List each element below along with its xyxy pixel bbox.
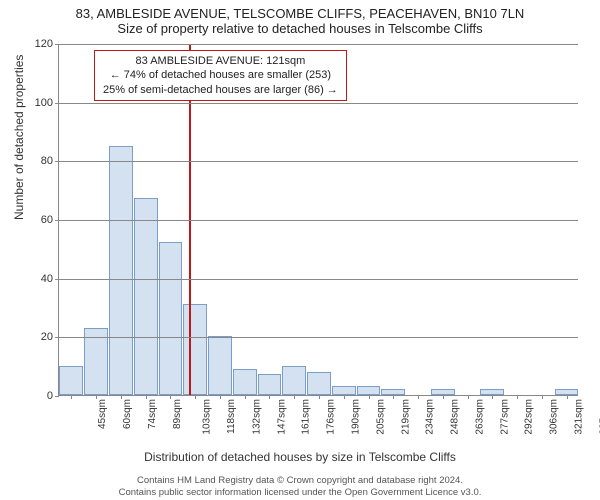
title-subtitle: Size of property relative to detached ho… xyxy=(0,21,600,36)
ytick-mark xyxy=(55,103,59,104)
bar xyxy=(208,336,232,395)
ytick-label: 20 xyxy=(41,331,53,343)
xtick-mark xyxy=(71,395,72,399)
ytick-label: 60 xyxy=(41,214,53,226)
ytick-label: 100 xyxy=(35,97,53,109)
ytick-mark xyxy=(55,220,59,221)
bar xyxy=(159,242,183,395)
xtick-label: 190sqm xyxy=(351,399,362,435)
xtick-mark xyxy=(492,395,493,399)
bar xyxy=(183,304,207,395)
bar xyxy=(59,366,83,395)
annotation-line1: 83 AMBLESIDE AVENUE: 121sqm xyxy=(103,54,338,68)
bar xyxy=(258,374,282,395)
xtick-mark xyxy=(294,395,295,399)
annotation-line2: ← 74% of detached houses are smaller (25… xyxy=(103,68,338,82)
xtick-label: 161sqm xyxy=(301,399,312,435)
xtick-label: 118sqm xyxy=(226,399,237,434)
xtick-label: 248sqm xyxy=(450,399,461,435)
xtick-label: 277sqm xyxy=(499,399,510,435)
gridline xyxy=(59,337,578,338)
xtick-mark xyxy=(418,395,419,399)
xtick-mark xyxy=(220,395,221,399)
xtick-mark xyxy=(96,395,97,399)
xtick-mark xyxy=(319,395,320,399)
xtick-label: 60sqm xyxy=(122,399,133,429)
ytick-label: 0 xyxy=(47,390,53,402)
xtick-mark xyxy=(369,395,370,399)
bar xyxy=(282,366,306,395)
footer-line1: Contains HM Land Registry data © Crown c… xyxy=(0,475,600,486)
xtick-label: 234sqm xyxy=(425,399,436,435)
xtick-label: 219sqm xyxy=(400,399,411,435)
plot-area: 83 AMBLESIDE AVENUE: 121sqm ← 74% of det… xyxy=(58,44,578,396)
gridline xyxy=(59,44,578,45)
xtick-label: 205sqm xyxy=(375,399,386,435)
xtick-mark xyxy=(121,395,122,399)
ytick-label: 80 xyxy=(41,155,53,167)
xtick-mark xyxy=(567,395,568,399)
xtick-label: 132sqm xyxy=(252,399,263,435)
bar xyxy=(109,146,133,395)
ytick-mark xyxy=(55,396,59,397)
xtick-mark xyxy=(146,395,147,399)
ytick-mark xyxy=(55,337,59,338)
xtick-label: 103sqm xyxy=(202,399,213,435)
xtick-label: 147sqm xyxy=(276,399,287,435)
gridline xyxy=(59,103,578,104)
ytick-mark xyxy=(55,161,59,162)
xtick-mark xyxy=(542,395,543,399)
gridline xyxy=(59,279,578,280)
chart-container: 83, AMBLESIDE AVENUE, TELSCOMBE CLIFFS, … xyxy=(0,0,600,500)
ytick-mark xyxy=(55,44,59,45)
xtick-label: 45sqm xyxy=(97,399,108,429)
footer-line2: Contains public sector information licen… xyxy=(0,487,600,498)
xtick-mark xyxy=(170,395,171,399)
xtick-label: 74sqm xyxy=(147,399,158,429)
xtick-label: 292sqm xyxy=(524,399,535,435)
bar xyxy=(134,198,158,395)
xtick-mark xyxy=(517,395,518,399)
xtick-label: 306sqm xyxy=(549,399,560,435)
ytick-label: 40 xyxy=(41,273,53,285)
xtick-mark xyxy=(393,395,394,399)
xtick-mark xyxy=(468,395,469,399)
xtick-mark xyxy=(344,395,345,399)
xtick-label: 89sqm xyxy=(172,399,183,429)
xtick-mark xyxy=(245,395,246,399)
ytick-mark xyxy=(55,279,59,280)
bar xyxy=(332,386,356,395)
xtick-mark xyxy=(443,395,444,399)
xtick-label: 176sqm xyxy=(326,399,337,435)
xtick-mark xyxy=(269,395,270,399)
y-axis-label: Number of detached properties xyxy=(12,55,26,220)
bar xyxy=(233,369,257,395)
xtick-mark xyxy=(195,395,196,399)
gridline xyxy=(59,220,578,221)
xtick-label: 321sqm xyxy=(573,399,584,435)
annotation-box: 83 AMBLESIDE AVENUE: 121sqm ← 74% of det… xyxy=(94,50,347,101)
x-axis-label: Distribution of detached houses by size … xyxy=(0,450,600,464)
footer: Contains HM Land Registry data © Crown c… xyxy=(0,475,600,498)
bar xyxy=(307,372,331,395)
gridline xyxy=(59,161,578,162)
title-address: 83, AMBLESIDE AVENUE, TELSCOMBE CLIFFS, … xyxy=(0,0,600,21)
xtick-label: 263sqm xyxy=(474,399,485,435)
bar xyxy=(357,386,381,395)
annotation-line3: 25% of semi-detached houses are larger (… xyxy=(103,83,338,97)
ytick-label: 120 xyxy=(35,38,53,50)
